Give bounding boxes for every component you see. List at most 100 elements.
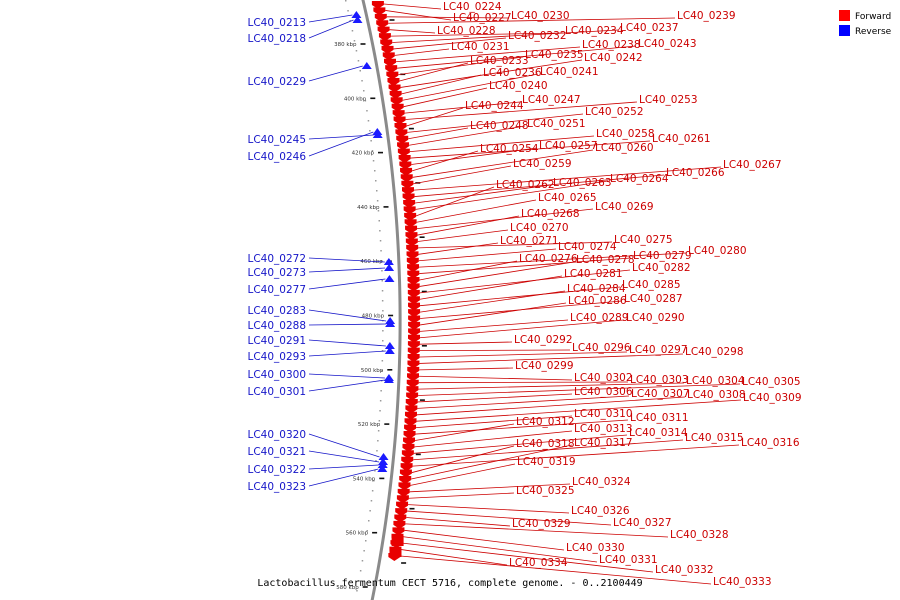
reverse-gene-feature	[385, 320, 396, 327]
forward-gene-label: LC40_0318	[516, 438, 575, 450]
track-dot	[355, 50, 358, 52]
track-dot	[375, 180, 377, 182]
track-dot	[374, 470, 376, 472]
forward-gene-feature	[407, 341, 420, 350]
reverse-gene-connector	[308, 14, 353, 23]
forward-gene-label: LC40_0311	[630, 412, 689, 424]
reverse-gene-label: LC40_0288	[247, 320, 306, 332]
forward-gene-label: LC40_0263	[553, 177, 612, 189]
forward-gene-connector	[419, 351, 628, 358]
forward-gene-label: LC40_0298	[685, 346, 744, 358]
forward-gene-connector	[409, 483, 571, 493]
forward-gene-connector	[418, 248, 557, 262]
forward-gene-label: LC40_0305	[742, 376, 801, 388]
reverse-gene-label: LC40_0277	[247, 284, 306, 296]
reverse-gene-connector	[308, 131, 374, 157]
forward-gene-connector	[413, 165, 512, 185]
forward-gene-feature	[374, 13, 387, 22]
reverse-gene-feature	[384, 275, 395, 282]
forward-gene-connector	[389, 29, 436, 34]
forward-gene-feature	[399, 161, 412, 170]
reverse-gene-connector	[308, 339, 386, 347]
forward-gene-connector	[418, 383, 741, 396]
genome-backbone	[361, 0, 402, 600]
forward-gene-connector	[419, 286, 621, 307]
forward-gene-connector	[401, 549, 508, 566]
forward-gene-connector	[419, 375, 573, 381]
tick-label: 500 kbp	[361, 368, 384, 374]
reverse-gene-connector	[308, 19, 354, 39]
forward-gene-label: LC40_0313	[574, 423, 633, 435]
forward-gene-connector	[402, 73, 539, 101]
reverse-gene-connector	[308, 468, 379, 487]
forward-gene-connector	[416, 396, 686, 416]
forward-gene-connector	[418, 242, 499, 255]
forward-gene-feature	[393, 520, 406, 529]
legend-label-forward: Forward	[855, 12, 891, 22]
track-dot	[375, 460, 377, 462]
forward-gene-connector	[419, 367, 514, 371]
forward-gene-feature	[407, 283, 420, 292]
forward-gene-label: LC40_0282	[632, 262, 691, 274]
forward-gene-feature	[389, 549, 402, 557]
forward-gene-connector	[397, 45, 637, 69]
forward-gene-connector	[419, 341, 513, 345]
tick-label: 460 kbp	[360, 259, 383, 265]
forward-gene-label: LC40_0239	[677, 10, 736, 22]
forward-gene-label: LC40_0281	[564, 268, 623, 280]
forward-gene-feature	[404, 219, 417, 228]
forward-gene-connector	[411, 150, 479, 172]
forward-gene-feature	[408, 302, 421, 311]
forward-gene-label: LC40_0310	[574, 408, 633, 420]
reverse-gene-connector	[308, 65, 363, 82]
forward-gene-connector	[419, 260, 518, 281]
forward-gene-connector	[417, 215, 520, 236]
forward-gene-label: LC40_0330	[566, 542, 625, 554]
reverse-gene-label: LC40_0283	[247, 305, 306, 317]
forward-gene-connector	[398, 56, 524, 76]
forward-gene-connector	[420, 319, 569, 332]
reverse-gene-label: LC40_0229	[247, 76, 306, 88]
tick-label: 420 kbp	[352, 151, 375, 157]
forward-gene-label: LC40_0290	[626, 312, 685, 324]
reverse-gene-label: LC40_0272	[247, 253, 306, 265]
forward-gene-connector	[412, 149, 594, 178]
forward-gene-connector	[385, 10, 452, 21]
forward-gene-label: LC40_0261	[652, 133, 711, 145]
forward-gene-label: LC40_0266	[666, 167, 725, 179]
forward-gene-connector	[409, 135, 595, 153]
reverse-gene-feature	[377, 465, 388, 472]
forward-gene-feature	[378, 33, 391, 42]
forward-gene-connector	[419, 275, 563, 300]
forward-gene-label: LC40_0242	[584, 52, 643, 64]
forward-gene-label: LC40_0276	[519, 253, 578, 265]
forward-gene-connector	[400, 59, 583, 88]
forward-gene-feature	[408, 334, 421, 343]
forward-gene-connector	[416, 199, 537, 223]
reverse-gene-label: LC40_0273	[247, 267, 306, 279]
forward-gene-feature	[407, 264, 420, 273]
forward-gene-label: LC40_0303	[630, 374, 689, 386]
forward-gene-connector	[383, 3, 442, 10]
forward-gene-connector	[414, 423, 515, 441]
forward-gene-label: LC40_0258	[596, 128, 655, 140]
forward-gene-connector	[408, 125, 526, 146]
forward-gene-feature	[407, 277, 420, 285]
track-dot	[380, 390, 382, 392]
track-dot	[363, 90, 365, 92]
reverse-gene-label: LC40_0246	[247, 151, 306, 163]
forward-gene-feature	[394, 514, 407, 523]
forward-gene-connector	[408, 127, 469, 140]
forward-gene-feature	[400, 167, 413, 176]
forward-gene-label: LC40_0265	[538, 192, 597, 204]
forward-gene-feature	[402, 193, 415, 202]
forward-gene-feature	[389, 90, 402, 99]
track-dot	[345, 0, 347, 2]
tick-label: 380 kbp	[334, 42, 357, 48]
forward-gene-connector	[415, 184, 552, 204]
forward-gene-connector	[403, 87, 488, 108]
forward-gene-feature	[395, 129, 408, 138]
forward-gene-connector	[415, 180, 609, 210]
forward-gene-connector	[400, 555, 712, 585]
